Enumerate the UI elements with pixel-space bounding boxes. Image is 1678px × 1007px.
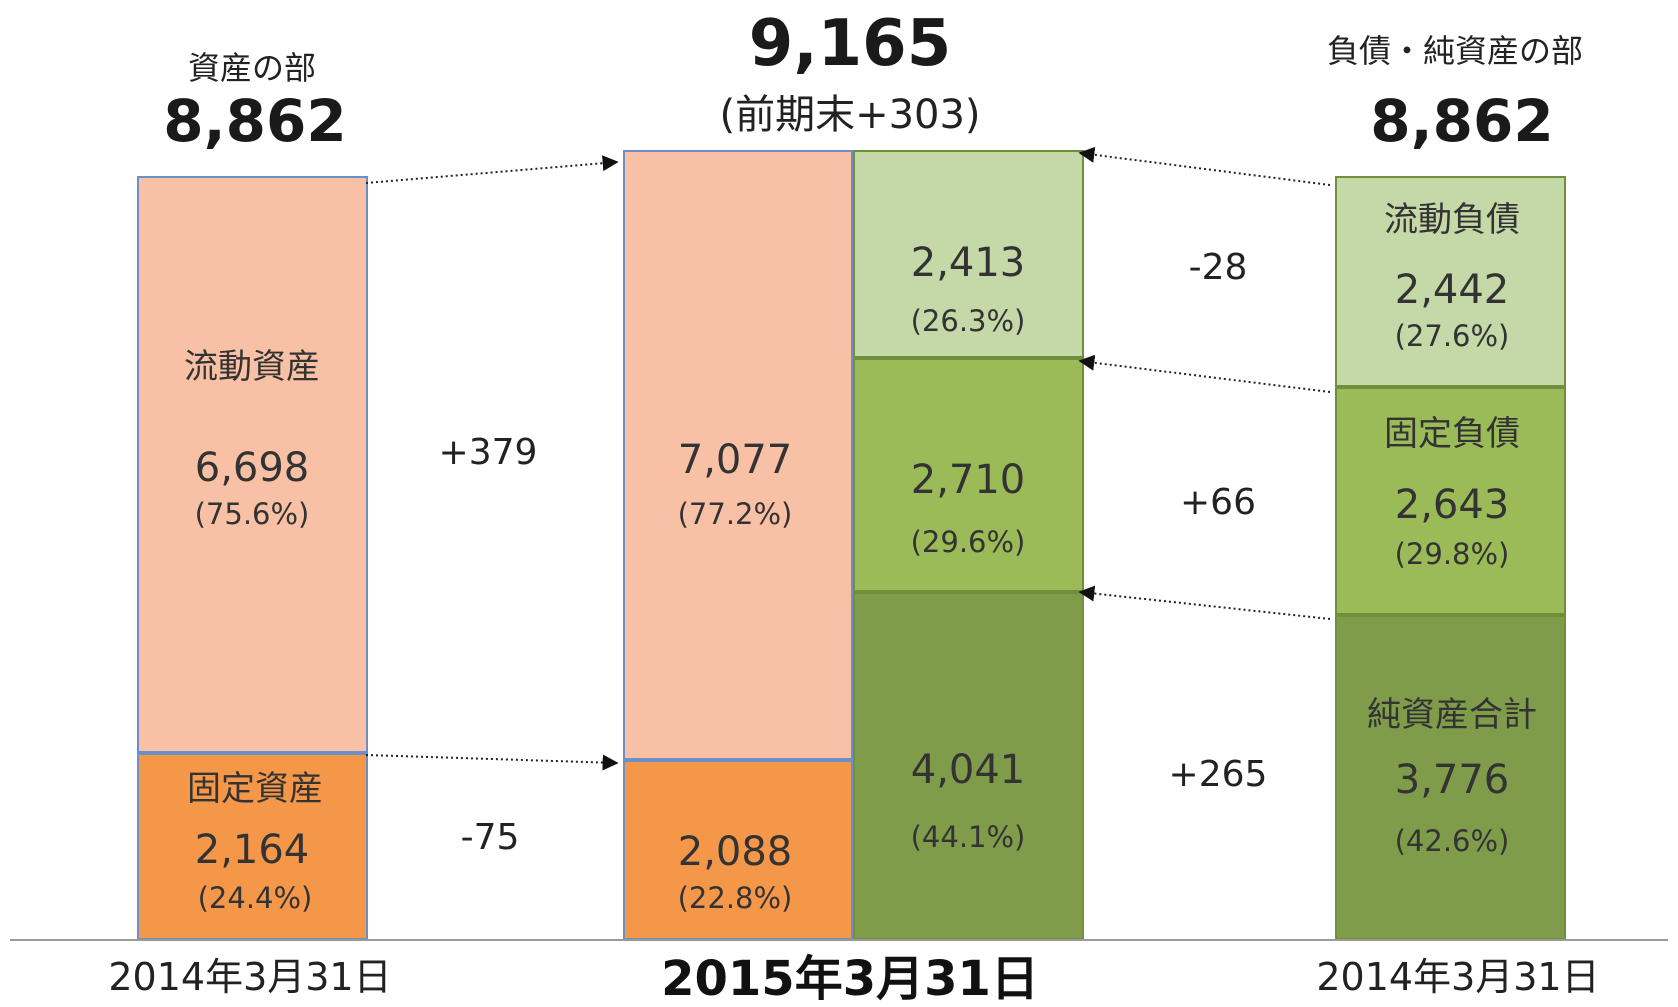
center-fixed-liabilities-pct: (29.6%) [910, 525, 1026, 559]
arrow-current-assets [365, 155, 619, 184]
left-current-assets-label: 流動資産 [184, 347, 320, 387]
bar-right-fixed-liabilities [1335, 386, 1566, 615]
change-current-liabilities: -28 [1188, 247, 1248, 288]
left-current-assets-value: 6,698 [194, 445, 310, 491]
center-change: (前期末+303) [719, 92, 981, 138]
arrow-current-liabilities [1078, 146, 1331, 186]
right-net-assets-pct: (42.6%) [1394, 824, 1510, 858]
right-current-liabilities-value: 2,442 [1394, 267, 1510, 313]
right-current-liabilities-label: 流動負債 [1384, 200, 1520, 240]
right-current-liabilities-pct: (27.6%) [1394, 319, 1510, 353]
right-date: 2014年3月31日 [1316, 955, 1600, 999]
center-total: 9,165 [748, 7, 952, 81]
change-fixed-liabilities: +66 [1180, 482, 1256, 523]
bar-center-current-assets [623, 150, 853, 761]
arrow-fixed-liabilities [1078, 354, 1331, 393]
left-fixed-assets-label: 固定資産 [187, 769, 323, 809]
bar-left-current-assets [137, 176, 368, 754]
center-net-assets-value: 4,041 [910, 747, 1026, 793]
center-fixed-assets-pct: (22.8%) [677, 881, 793, 915]
arrow-net-assets [1078, 585, 1331, 620]
right-net-assets-value: 3,776 [1394, 757, 1510, 803]
bar-left-fixed-assets [137, 753, 368, 940]
bar-center-fixed-liabilities [853, 358, 1084, 592]
right-fixed-liabilities-pct: (29.8%) [1394, 537, 1510, 571]
center-net-assets-pct: (44.1%) [910, 820, 1026, 854]
center-current-liabilities-pct: (26.3%) [910, 304, 1026, 338]
left-title: 資産の部 [187, 49, 317, 87]
bar-center-net-assets [853, 591, 1084, 940]
center-date: 2015年3月31日 [661, 951, 1039, 1007]
bar-right-net-assets [1335, 614, 1566, 940]
bar-center-current-liabilities [853, 150, 1084, 359]
left-fixed-assets-value: 2,164 [194, 827, 310, 873]
right-fixed-liabilities-label: 固定負債 [1384, 414, 1520, 454]
right-total: 8,862 [1370, 87, 1554, 155]
change-fixed-assets: -75 [460, 817, 520, 858]
left-fixed-assets-pct: (24.4%) [197, 881, 313, 915]
right-net-assets-label: 純資産合計 [1367, 695, 1537, 735]
arrow-fixed-assets [365, 754, 619, 771]
center-current-liabilities-value: 2,413 [910, 240, 1026, 286]
bar-center-fixed-assets [623, 760, 853, 940]
left-date: 2014年3月31日 [108, 955, 392, 999]
center-fixed-assets-value: 2,088 [677, 829, 793, 875]
right-title: 負債・純資産の部 [1326, 32, 1584, 70]
bar-right-current-liabilities [1335, 176, 1566, 387]
center-current-assets-pct: (77.2%) [677, 497, 793, 531]
right-fixed-liabilities-value: 2,643 [1394, 482, 1510, 528]
center-current-assets-value: 7,077 [677, 437, 793, 483]
left-current-assets-pct: (75.6%) [194, 497, 310, 531]
center-fixed-liabilities-value: 2,710 [910, 457, 1026, 503]
change-net-assets: +265 [1168, 754, 1268, 795]
left-total: 8,862 [163, 87, 347, 155]
change-current-assets: +379 [438, 432, 538, 473]
